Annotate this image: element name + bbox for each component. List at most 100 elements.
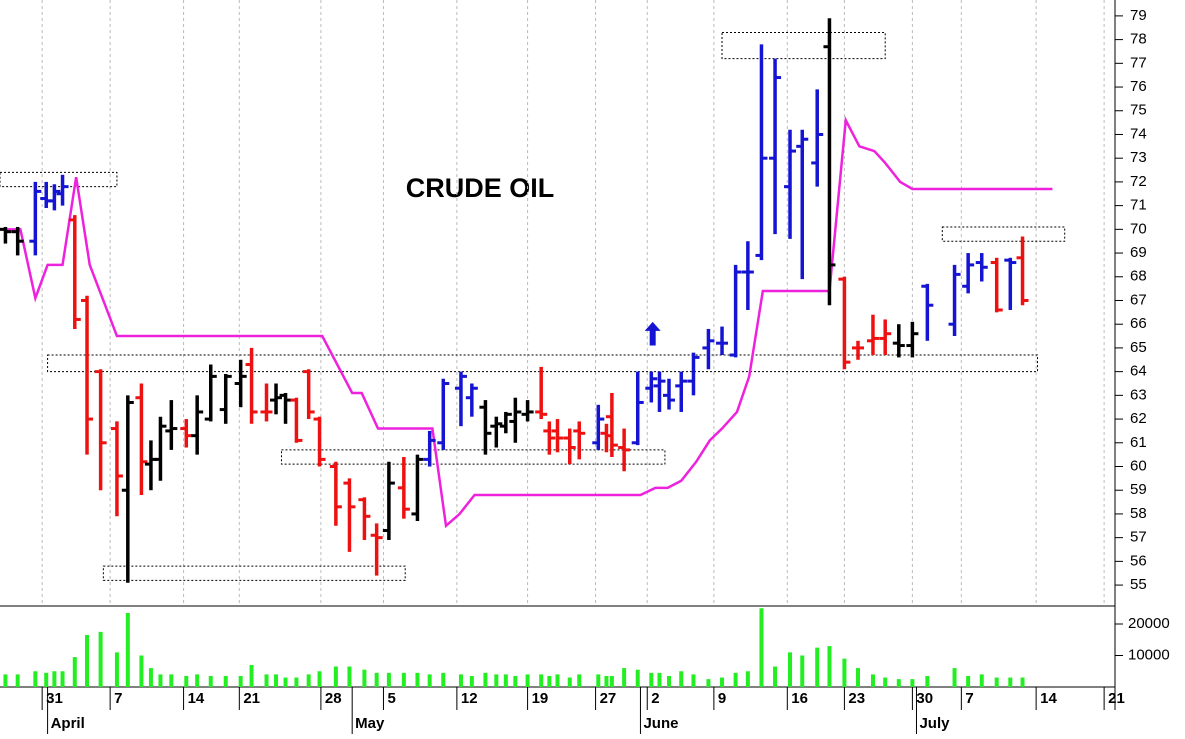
y-tick-label: 61 bbox=[1130, 434, 1147, 451]
volume-bar bbox=[195, 674, 200, 687]
y-tick-label: 77 bbox=[1130, 54, 1147, 71]
y-tick-label: 69 bbox=[1130, 244, 1147, 261]
volume-bar bbox=[362, 669, 367, 687]
volume-bar bbox=[294, 677, 299, 687]
volume-bar bbox=[386, 672, 391, 687]
volume-bar bbox=[856, 668, 861, 687]
volume-bar bbox=[283, 677, 288, 687]
volume-bar bbox=[158, 674, 163, 687]
stop-line bbox=[0, 115, 1053, 529]
volume-bar bbox=[547, 675, 552, 687]
x-tick-label: 23 bbox=[848, 690, 865, 707]
volume-bar bbox=[596, 674, 601, 687]
volume-bar bbox=[788, 652, 793, 687]
x-tick-label: 21 bbox=[243, 690, 260, 707]
volume-bar bbox=[800, 655, 805, 687]
y-tick-label: 73 bbox=[1130, 149, 1147, 166]
volume-bar bbox=[622, 668, 627, 687]
y-tick-label: 75 bbox=[1130, 102, 1147, 119]
level-box bbox=[102, 565, 406, 581]
volume-bar bbox=[184, 675, 189, 687]
volume-bar bbox=[896, 679, 901, 687]
volume-bar bbox=[415, 672, 420, 687]
x-tick-label: 2 bbox=[651, 690, 659, 707]
volume-bar bbox=[274, 674, 279, 687]
y-tick-label: 66 bbox=[1130, 315, 1147, 332]
volume-bar bbox=[401, 672, 406, 687]
volume-bar bbox=[264, 674, 269, 687]
volume-bar bbox=[966, 675, 971, 687]
volume-bar bbox=[567, 677, 572, 687]
volume-bar bbox=[609, 675, 614, 687]
x-tick-label: 19 bbox=[532, 690, 549, 707]
volume-bar bbox=[979, 674, 984, 687]
y-tick-label: 74 bbox=[1130, 125, 1147, 142]
volume-bar bbox=[842, 658, 847, 687]
volume-bar bbox=[525, 674, 530, 687]
volume-bar bbox=[745, 671, 750, 687]
volume-bar bbox=[720, 677, 725, 687]
x-tick-label: 12 bbox=[461, 690, 478, 707]
month-label: April bbox=[51, 715, 85, 732]
month-label: June bbox=[643, 715, 678, 732]
volume-bar bbox=[333, 666, 338, 687]
y-tick-label: 57 bbox=[1130, 529, 1147, 546]
volume-bar bbox=[347, 666, 352, 687]
volume-bar bbox=[679, 671, 684, 687]
y-tick-label: 78 bbox=[1130, 31, 1147, 48]
y-tick-label: 65 bbox=[1130, 339, 1147, 356]
volume-bar bbox=[60, 671, 65, 687]
volume-bar bbox=[759, 608, 764, 687]
volume-bar bbox=[223, 675, 228, 687]
level-box bbox=[280, 449, 666, 465]
volume-bar bbox=[15, 674, 20, 687]
x-tick-label: 9 bbox=[718, 690, 726, 707]
y-tick-label: 63 bbox=[1130, 386, 1147, 403]
volume-bar bbox=[539, 674, 544, 687]
volume-bar bbox=[604, 675, 609, 687]
x-tick-label: 7 bbox=[965, 690, 973, 707]
y-tick-label: 56 bbox=[1130, 552, 1147, 569]
volume-bar bbox=[148, 668, 153, 687]
volume-bar bbox=[44, 672, 49, 687]
volume-bar bbox=[306, 674, 311, 687]
x-tick-label: 7 bbox=[114, 690, 122, 707]
month-label: May bbox=[355, 715, 385, 732]
volume-bar bbox=[773, 666, 778, 687]
x-tick-label: 27 bbox=[600, 690, 617, 707]
volume-bar bbox=[657, 672, 662, 687]
volume-bar bbox=[52, 671, 57, 687]
volume-bar bbox=[815, 647, 820, 687]
volume-bar bbox=[706, 679, 711, 687]
volume-bar bbox=[114, 652, 119, 687]
y-tick-label: 10000 bbox=[1128, 646, 1170, 663]
level-box bbox=[0, 171, 118, 188]
volume-bar bbox=[139, 655, 144, 687]
volume-bar bbox=[925, 675, 930, 687]
volume-bar bbox=[98, 631, 103, 687]
x-tick-label: 16 bbox=[791, 690, 808, 707]
level-box bbox=[721, 31, 886, 60]
y-tick-label: 71 bbox=[1130, 197, 1147, 214]
volume-bar bbox=[317, 671, 322, 687]
volume-bar bbox=[427, 674, 432, 687]
y-tick-label: 55 bbox=[1130, 576, 1147, 593]
volume-bar bbox=[458, 674, 463, 687]
volume-bar bbox=[249, 664, 254, 687]
x-tick-label: 14 bbox=[188, 690, 205, 707]
volume-bar bbox=[952, 668, 957, 687]
volume-bar bbox=[870, 674, 875, 687]
x-tick-label: 28 bbox=[325, 690, 342, 707]
x-tick-label: 21 bbox=[1108, 690, 1125, 707]
volume-bar bbox=[238, 675, 243, 687]
y-tick-label: 70 bbox=[1130, 220, 1147, 237]
signal-arrow bbox=[644, 321, 661, 346]
volume-bar bbox=[85, 635, 90, 687]
volume-bar bbox=[72, 657, 77, 687]
y-tick-label: 64 bbox=[1130, 363, 1147, 380]
volume-bar bbox=[1008, 677, 1013, 687]
volume-bar bbox=[469, 675, 474, 687]
y-tick-label: 60 bbox=[1130, 457, 1147, 474]
y-tick-label: 72 bbox=[1130, 173, 1147, 190]
y-tick-label: 58 bbox=[1130, 505, 1147, 522]
